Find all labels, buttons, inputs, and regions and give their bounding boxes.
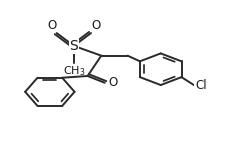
Text: S: S	[69, 39, 78, 53]
Text: Cl: Cl	[194, 79, 206, 92]
Text: O: O	[47, 19, 57, 32]
Text: O: O	[108, 76, 117, 89]
Text: CH$_3$: CH$_3$	[62, 64, 85, 78]
Text: O: O	[90, 19, 100, 32]
